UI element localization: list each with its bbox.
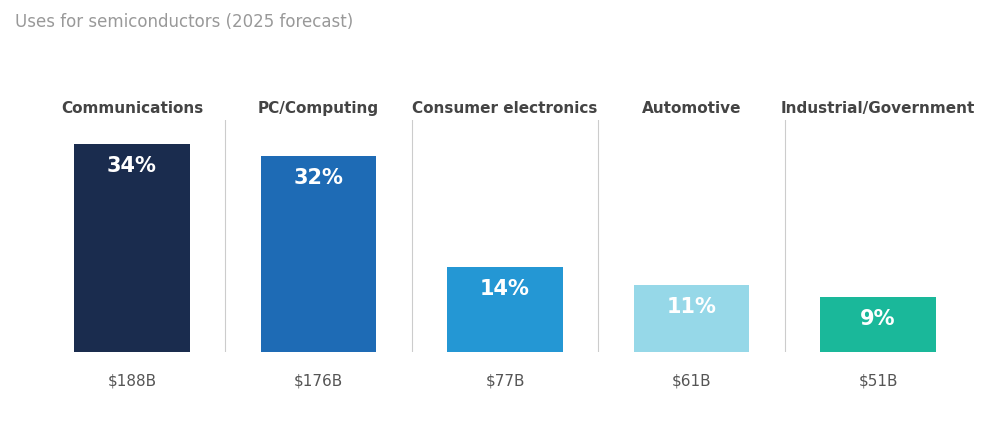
Text: Consumer electronics: Consumer electronics — [412, 101, 598, 116]
Text: Automotive: Automotive — [642, 101, 741, 116]
Text: 14%: 14% — [480, 278, 530, 298]
Text: $188B: $188B — [107, 372, 156, 387]
Text: $51B: $51B — [858, 372, 898, 387]
Bar — [261, 157, 376, 353]
Text: 34%: 34% — [107, 156, 157, 176]
Text: $176B: $176B — [294, 372, 343, 387]
Text: 9%: 9% — [860, 309, 896, 329]
Text: Industrial/Government: Industrial/Government — [781, 101, 975, 116]
Bar — [447, 267, 563, 353]
Text: 32%: 32% — [294, 168, 343, 188]
Bar — [74, 145, 190, 353]
Text: Uses for semiconductors (2025 forecast): Uses for semiconductors (2025 forecast) — [15, 13, 353, 31]
Text: Communications: Communications — [61, 101, 203, 116]
Bar — [820, 298, 936, 353]
Text: $77B: $77B — [485, 372, 525, 387]
Bar — [634, 286, 749, 353]
Text: 11%: 11% — [667, 296, 716, 316]
Text: PC/Computing: PC/Computing — [258, 101, 379, 116]
Text: $61B: $61B — [672, 372, 711, 387]
